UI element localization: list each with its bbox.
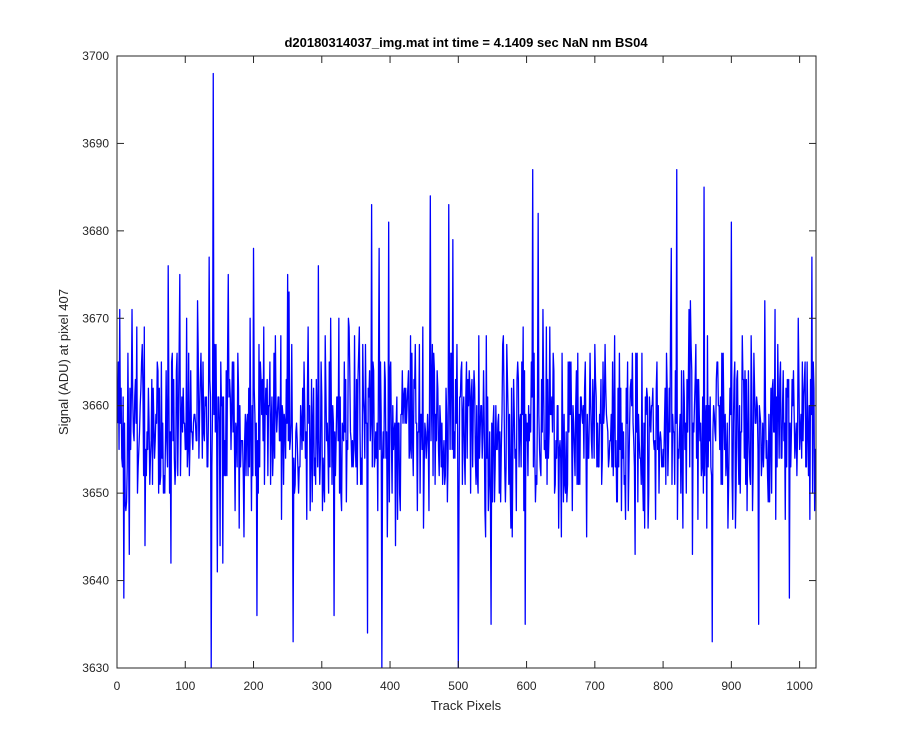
- signal-series-line: [117, 72, 816, 668]
- x-tick-label: 200: [244, 679, 264, 693]
- x-tick-label: 500: [448, 679, 468, 693]
- x-tick-label: 0: [114, 679, 121, 693]
- x-tick-label: 1000: [786, 679, 813, 693]
- x-axis: 0 100 200 300 400 500 600 700 800 900 1000: [114, 56, 813, 693]
- y-tick-label: 3650: [82, 486, 109, 500]
- y-tick-label: 3640: [82, 574, 109, 588]
- y-axis-label: Signal (ADU) at pixel 407: [56, 289, 71, 435]
- x-tick-label: 900: [721, 679, 741, 693]
- x-tick-label: 100: [175, 679, 195, 693]
- y-tick-label: 3670: [82, 311, 109, 325]
- x-tick-label: 300: [312, 679, 332, 693]
- y-axis: 3630 3640 3650 3660 3670 3680 3690 3700: [82, 49, 816, 675]
- series-layer: [117, 72, 816, 668]
- x-tick-label: 400: [380, 679, 400, 693]
- x-tick-label: 700: [585, 679, 605, 693]
- y-tick-label: 3690: [82, 136, 109, 150]
- x-axis-label: Track Pixels: [431, 698, 502, 713]
- axes-box: [116, 55, 817, 669]
- chart-title: d20180314037_img.mat int time = 4.1409 s…: [284, 35, 648, 50]
- x-tick-label: 600: [517, 679, 537, 693]
- y-tick-label: 3680: [82, 224, 109, 238]
- y-tick-label: 3700: [82, 49, 109, 63]
- y-tick-label: 3630: [82, 661, 109, 675]
- x-tick-label: 800: [653, 679, 673, 693]
- y-tick-label: 3660: [82, 399, 109, 413]
